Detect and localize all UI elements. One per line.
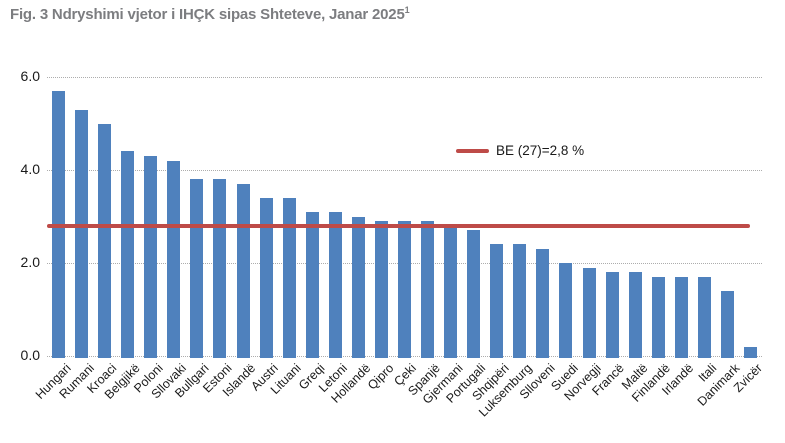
bar (467, 230, 481, 358)
y-axis-tick-label: 4.0 (20, 161, 40, 177)
y-axis-tick-label: 6.0 (20, 68, 40, 84)
bar (444, 225, 458, 358)
bar (236, 183, 250, 358)
bar (305, 211, 319, 358)
title-footnote-marker: 1 (404, 5, 410, 15)
gridline (47, 170, 762, 171)
figure-title-text: Fig. 3 Ndryshimi vjetor i IHÇK sipas Sht… (10, 6, 405, 23)
bar (98, 123, 112, 358)
bar (490, 244, 504, 358)
reference-line (47, 223, 750, 228)
bar (697, 276, 711, 358)
figure-title: Fig. 3 Ndryshimi vjetor i IHÇK sipas Sht… (10, 5, 410, 23)
bar (328, 211, 342, 358)
bar (398, 221, 411, 358)
bar (651, 276, 665, 358)
bar (190, 179, 204, 358)
reference-line-swatch (456, 148, 489, 153)
bar (582, 267, 596, 358)
bar (75, 109, 89, 358)
bar (213, 179, 227, 358)
bar (421, 221, 435, 358)
gridline (47, 77, 762, 78)
y-axis-tick-label: 0.0 (20, 347, 40, 363)
bar (536, 249, 550, 358)
bar (351, 216, 365, 358)
bar (144, 156, 158, 358)
bar (743, 346, 757, 358)
bar (559, 263, 573, 358)
bar (605, 272, 619, 358)
bar (720, 290, 734, 358)
legend-label: BE (27)=2,8 % (496, 143, 585, 158)
bar (674, 276, 688, 358)
legend: BE (27)=2,8 % (456, 143, 584, 158)
bar (628, 272, 642, 358)
bar (513, 244, 527, 358)
bar (374, 221, 388, 358)
bar (167, 160, 181, 358)
bar (121, 151, 135, 358)
bar (259, 197, 273, 358)
y-axis-tick-label: 2.0 (20, 254, 40, 270)
bar (282, 197, 296, 358)
